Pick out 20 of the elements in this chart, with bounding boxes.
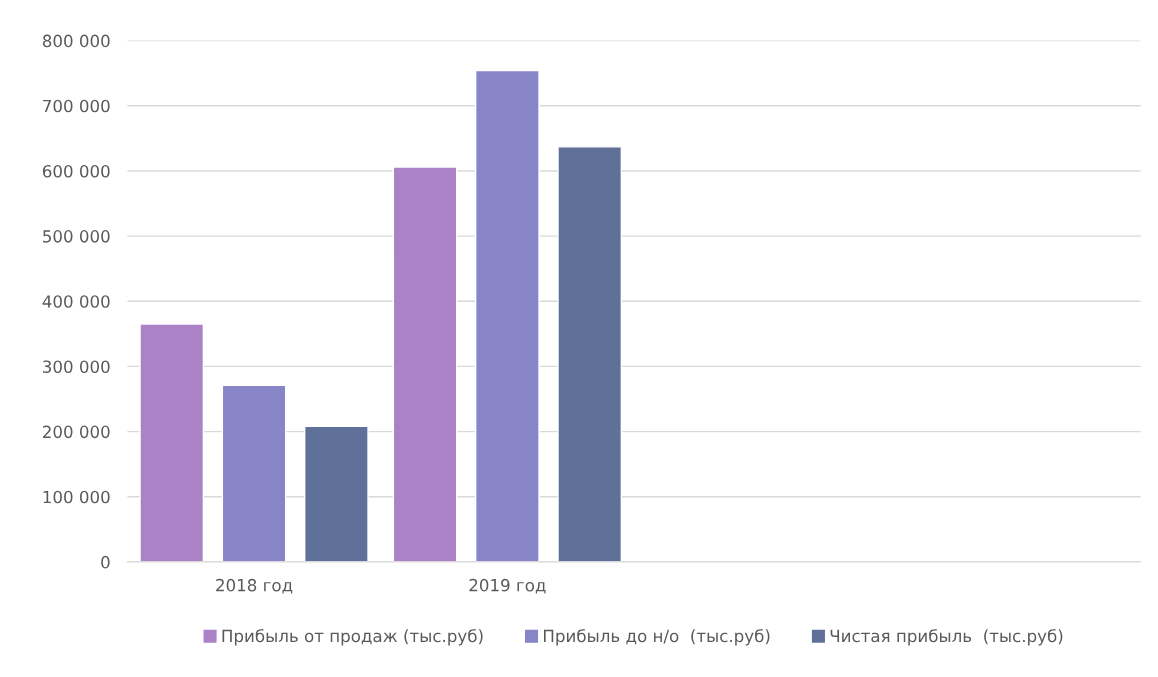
bar: [392, 166, 458, 562]
y-tick-label: 0: [101, 555, 110, 569]
y-tick-label: 400 000: [42, 295, 110, 308]
bar: [474, 69, 540, 562]
legend-label: Прибыль от продаж (тыс.руб): [222, 629, 483, 646]
bar: [139, 323, 205, 562]
x-tick-label: 2019 год: [469, 578, 546, 594]
y-tick-label: 700 000: [43, 99, 110, 113]
x-tick-label: 2018 год: [216, 578, 293, 594]
y-tick-label: 600 000: [42, 164, 110, 178]
bar: [221, 384, 287, 562]
bar: [304, 425, 369, 562]
y-tick-label: 200 000: [43, 425, 110, 439]
y-tick-label: 800 000: [42, 34, 110, 48]
bar: [557, 146, 623, 562]
y-tick-label: 300 000: [43, 360, 110, 373]
legend-label: Чистая прибыль (тыс.руб): [830, 629, 1063, 646]
y-tick-label: 100 000: [43, 490, 110, 504]
y-tick-label: 500 000: [43, 230, 110, 243]
legend-label: Прибыль до н/о (тыс.руб): [544, 629, 770, 646]
